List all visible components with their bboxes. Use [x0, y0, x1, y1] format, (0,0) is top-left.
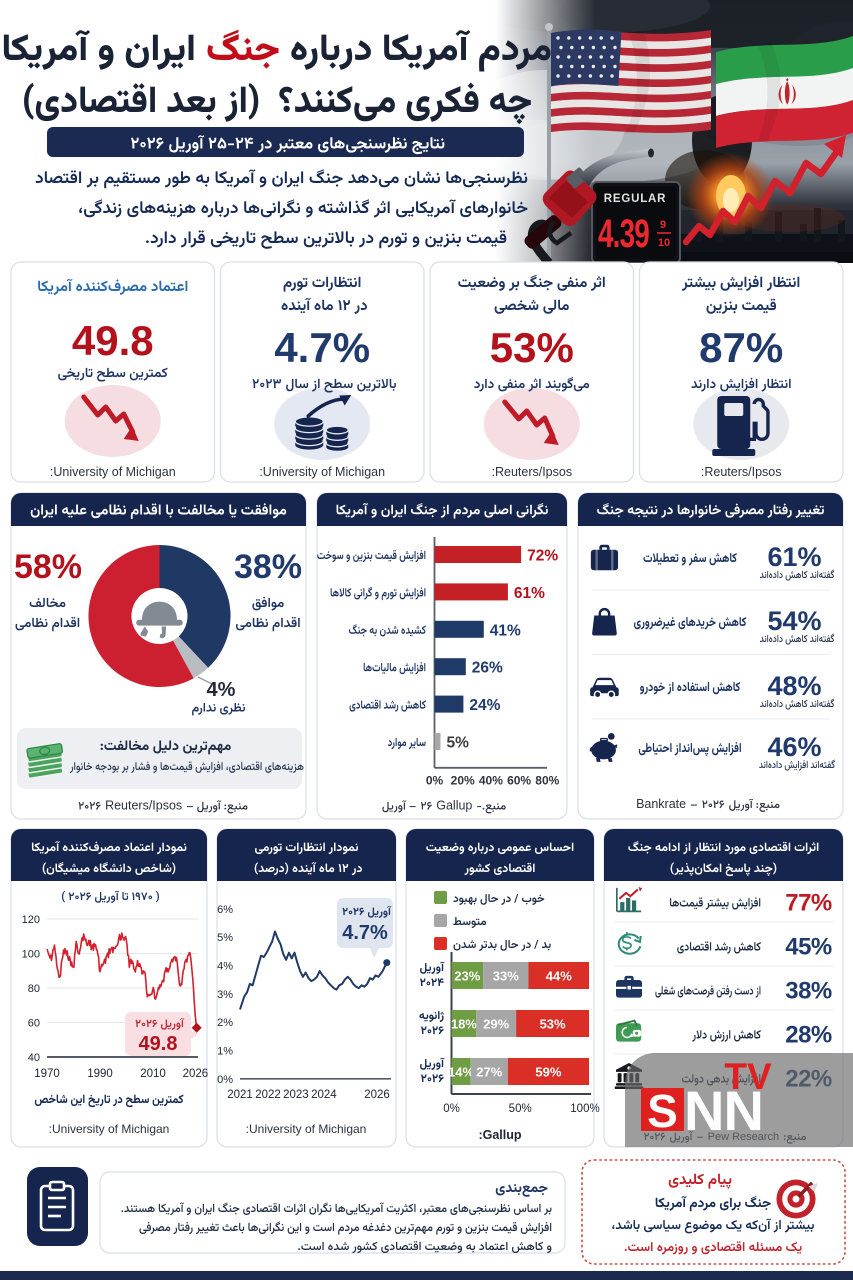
svg-text:14%: 14% [448, 1065, 474, 1080]
svg-text:87%: 87% [699, 324, 783, 371]
svg-text:38%: 38% [785, 978, 832, 1005]
svg-text:33%: 33% [493, 969, 519, 984]
svg-text:2026: 2026 [183, 1068, 209, 1080]
svg-text::Reuters/Ipsos: :Reuters/Ipsos [492, 465, 573, 479]
svg-text:28%: 28% [785, 1022, 832, 1049]
svg-text:50%: 50% [509, 1103, 532, 1115]
svg-text:TV: TV [724, 1056, 772, 1097]
svg-text::University of Michigan: :University of Michigan [49, 1122, 170, 1136]
svg-text:38%: 38% [234, 548, 302, 586]
svg-text:48%: 48% [767, 671, 821, 701]
svg-text:29%: 29% [483, 1017, 509, 1032]
svg-text:18%: 18% [451, 1017, 477, 1032]
svg-text:NN: NN [684, 1079, 763, 1142]
svg-text:46%: 46% [767, 732, 821, 762]
svg-text:24%: 24% [469, 697, 500, 714]
svg-text:72%: 72% [527, 548, 558, 565]
svg-text:80: 80 [28, 983, 40, 995]
svg-text:2021: 2021 [227, 1089, 253, 1101]
svg-text:41%: 41% [490, 622, 521, 639]
svg-text:2026: 2026 [364, 1089, 390, 1101]
svg-text:4.7%: 4.7% [342, 922, 388, 944]
svg-text:61%: 61% [767, 542, 821, 572]
svg-text:49.8: 49.8 [72, 317, 154, 364]
svg-text:61%: 61% [514, 585, 545, 602]
svg-text:9: 9 [660, 219, 666, 231]
svg-text:0%: 0% [426, 774, 444, 788]
svg-text:60%: 60% [507, 774, 531, 788]
svg-text:60: 60 [28, 1018, 40, 1030]
svg-text:4.39: 4.39 [598, 212, 649, 256]
svg-text:45%: 45% [785, 934, 832, 961]
svg-text:44%: 44% [546, 969, 572, 984]
svg-text:0%: 0% [443, 1103, 460, 1115]
svg-text:40%: 40% [479, 774, 503, 788]
svg-text:5%: 5% [447, 735, 470, 752]
svg-text:6%: 6% [217, 904, 233, 916]
svg-text:4.7%: 4.7% [274, 324, 370, 371]
svg-text:Bankrate: Bankrate [636, 797, 686, 811]
svg-text:40: 40 [28, 1052, 40, 1064]
svg-text:Gallup: Gallup [436, 799, 472, 813]
svg-text:4%: 4% [207, 679, 236, 701]
svg-text:REGULAR: REGULAR [604, 193, 666, 205]
svg-text:59%: 59% [535, 1065, 561, 1080]
svg-text:100: 100 [22, 949, 40, 961]
svg-text:26%: 26% [472, 660, 503, 677]
svg-text:0%: 0% [217, 1074, 233, 1086]
svg-text:2010: 2010 [140, 1068, 166, 1080]
svg-text:120: 120 [22, 914, 40, 926]
svg-text:54%: 54% [767, 606, 821, 636]
svg-text:1%: 1% [217, 1046, 233, 1058]
svg-text:4%: 4% [217, 961, 233, 973]
svg-text:2022: 2022 [255, 1089, 281, 1101]
svg-text:20%: 20% [451, 774, 475, 788]
svg-text:23%: 23% [454, 969, 480, 984]
svg-text::University of Michigan: :University of Michigan [259, 465, 385, 479]
svg-text:53%: 53% [540, 1017, 566, 1032]
svg-text:10: 10 [658, 237, 670, 249]
svg-text::Reuters/Ipsos: :Reuters/Ipsos [701, 465, 782, 479]
svg-text:100%: 100% [570, 1103, 599, 1115]
svg-text:5%: 5% [217, 932, 233, 944]
svg-text::University of Michigan: :University of Michigan [50, 465, 176, 479]
svg-text:2023: 2023 [283, 1089, 309, 1101]
svg-text:S: S [647, 1085, 678, 1137]
svg-text::University of Michigan: :University of Michigan [246, 1122, 367, 1136]
svg-text:49.8: 49.8 [139, 1033, 178, 1055]
svg-text:80%: 80% [535, 774, 559, 788]
svg-text:1990: 1990 [87, 1068, 113, 1080]
svg-text:77%: 77% [785, 890, 832, 917]
svg-text:27%: 27% [476, 1065, 502, 1080]
svg-text:1970: 1970 [34, 1068, 60, 1080]
svg-text:58%: 58% [14, 548, 82, 586]
svg-text:2024: 2024 [311, 1089, 337, 1101]
svg-text:3%: 3% [217, 989, 233, 1001]
svg-text:Reuters/Ipsos: Reuters/Ipsos [105, 799, 182, 813]
svg-text:53%: 53% [490, 324, 574, 371]
svg-text:2%: 2% [217, 1017, 233, 1029]
svg-text::Gallup: :Gallup [478, 1128, 521, 1142]
